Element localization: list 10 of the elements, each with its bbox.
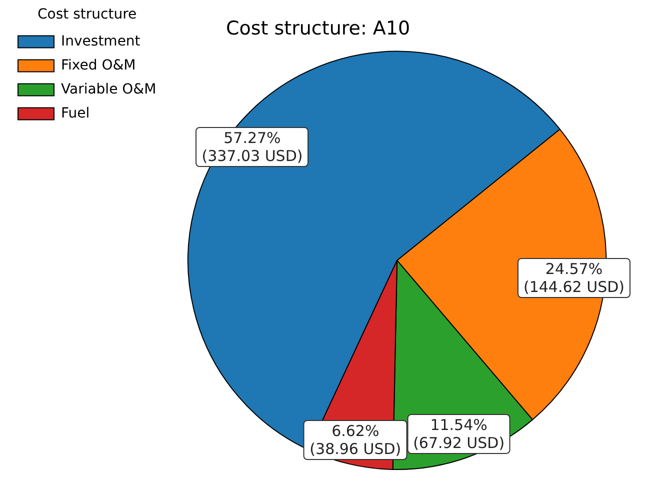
- legend-label: Variable O&M: [61, 81, 156, 98]
- legend-label: Fixed O&M: [61, 57, 136, 74]
- data-label: 57.27% (337.03 USD): [202, 128, 303, 165]
- data-label: 24.57% (144.62 USD): [523, 260, 625, 296]
- chart-title: Cost structure: A10: [226, 17, 410, 40]
- legend-label: Investment: [61, 33, 141, 50]
- data-label: 6.62% (38.96 USD): [310, 422, 402, 458]
- data-label: 11.54% (67.92 USD): [413, 416, 505, 452]
- legend-title: Cost structure: [38, 6, 137, 23]
- legend-label: Fuel: [61, 105, 90, 122]
